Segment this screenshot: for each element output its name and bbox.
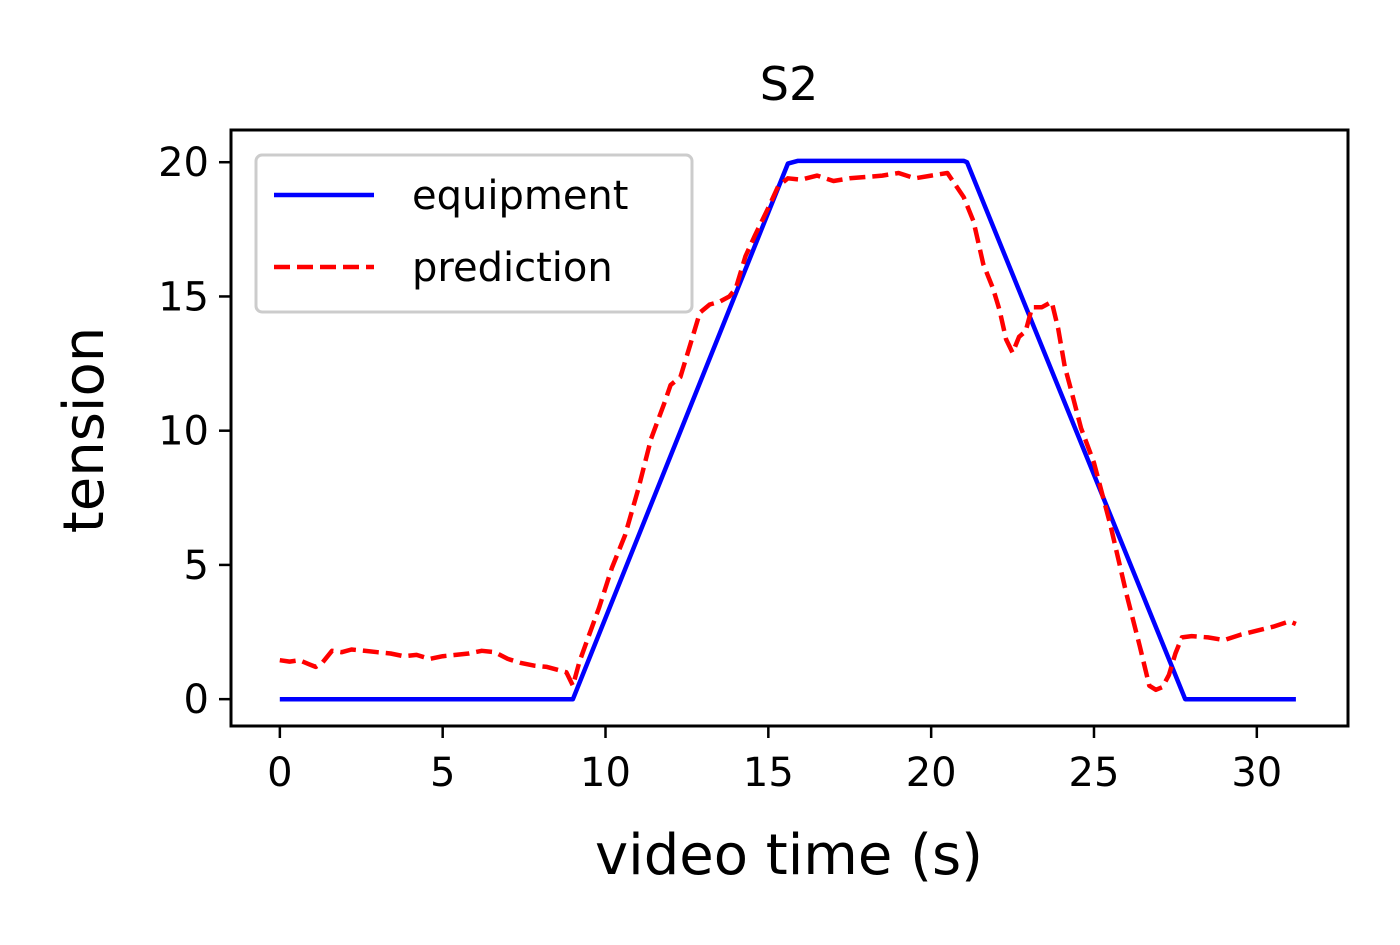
legend-label-prediction: prediction [412,245,613,291]
x-tick-label: 25 [1069,750,1120,796]
axes: 0 5 10 15 20 25 30 0 5 10 15 20 [158,128,1350,796]
x-tick-label: 0 [267,750,292,796]
legend: equipment prediction [254,153,694,314]
y-axis-label: tension [52,327,117,533]
legend-label-equipment: equipment [412,173,628,219]
series-line-equipment [279,158,1296,702]
x-tick-label: 10 [580,750,631,796]
y-tick-label: 5 [184,543,209,589]
x-tick-label: 20 [906,750,957,796]
x-tick-label: 5 [430,750,455,796]
y-tick-label: 10 [158,409,209,455]
y-tick-label: 0 [184,677,209,723]
x-axis-label: video time (s) [595,823,983,888]
x-tick-label: 15 [743,750,794,796]
series-line-prediction [279,170,1297,693]
y-tick-label: 15 [158,274,209,320]
x-tick-label: 30 [1231,750,1282,796]
plot-frame [229,128,1350,728]
chart-title: S2 [760,57,818,111]
plot-area [279,158,1297,702]
y-tick-label: 20 [158,140,209,186]
